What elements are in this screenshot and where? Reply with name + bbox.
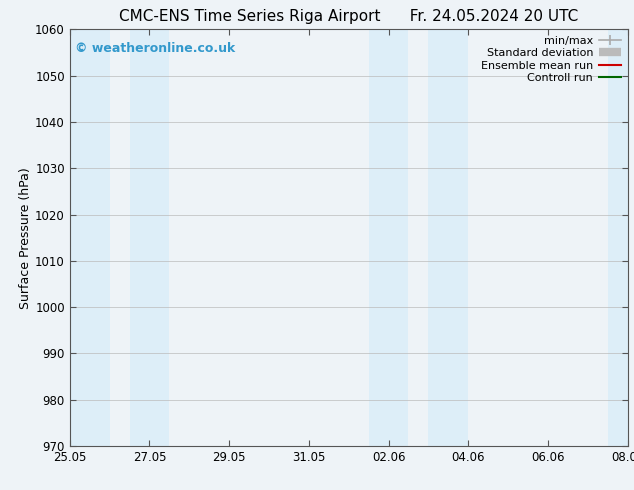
Legend: min/max, Standard deviation, Ensemble mean run, Controll run: min/max, Standard deviation, Ensemble me… <box>477 32 625 87</box>
Bar <box>429 29 469 446</box>
Bar <box>70 29 110 446</box>
Bar <box>608 29 628 446</box>
Bar <box>368 29 408 446</box>
Title: CMC-ENS Time Series Riga Airport      Fr. 24.05.2024 20 UTC: CMC-ENS Time Series Riga Airport Fr. 24.… <box>119 9 578 24</box>
Bar <box>129 29 169 446</box>
Text: © weatheronline.co.uk: © weatheronline.co.uk <box>75 42 236 55</box>
Y-axis label: Surface Pressure (hPa): Surface Pressure (hPa) <box>20 167 32 309</box>
